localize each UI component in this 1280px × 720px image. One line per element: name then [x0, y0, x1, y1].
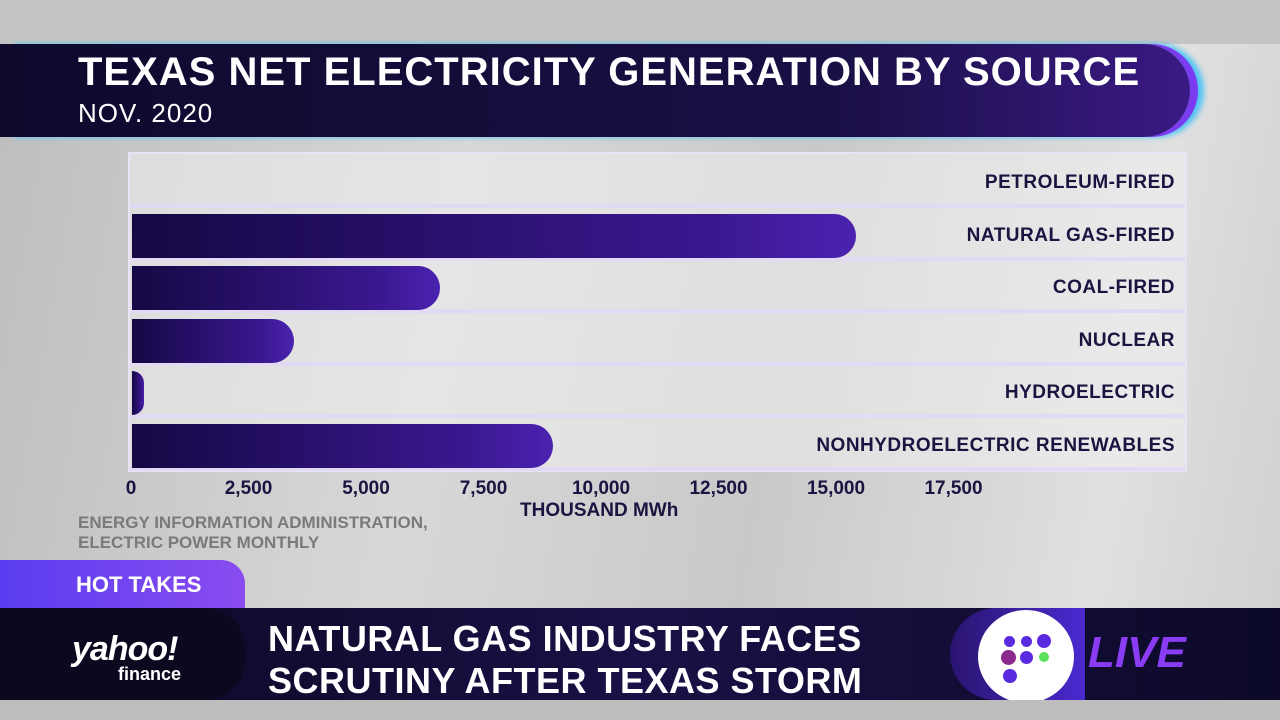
plot-area: PETROLEUM-FIRED NATURAL GAS-FIRED COAL-FIR…	[128, 152, 1187, 472]
x-tick-label: 0	[125, 478, 137, 499]
brand-logo-text: yahoo!	[72, 630, 178, 668]
bar	[132, 266, 440, 311]
headline-line-2: SCRUTINY AFTER TEXAS STORM	[268, 660, 863, 701]
yahoo-finance-logo	[0, 608, 245, 700]
chart-title: TEXAS NET ELECTRICITY GENERATION BY SOUR…	[78, 50, 1141, 94]
bar	[132, 371, 144, 416]
category-label: HYDROELECTRIC	[1004, 382, 1175, 404]
headline-line-1: NATURAL GAS INDUSTRY FACES	[268, 618, 862, 659]
x-tick-label: 15,000	[806, 478, 866, 499]
bottom-strip	[0, 700, 1280, 720]
top-strip	[0, 0, 1280, 44]
headline: NATURAL GAS INDUSTRY FACES SCRUTINY AFTE…	[268, 618, 862, 702]
x-tick-label: 10,000	[571, 478, 631, 499]
hot-takes-tag: HOT TAKES	[0, 560, 245, 608]
bar	[132, 424, 553, 468]
category-label: PETROLEUM-FIRED	[984, 172, 1175, 193]
x-axis-label: THOUSAND MWh	[520, 500, 679, 521]
category-label: NATURAL GAS-FIRED	[966, 224, 1175, 246]
bar-row: NATURAL GAS-FIRED	[130, 209, 1185, 261]
bar-row: NUCLEAR	[130, 314, 1185, 366]
x-tick-label: 17,500	[924, 478, 983, 499]
category-label: NONHYDROELECTRIC RENEWABLES	[816, 435, 1175, 456]
bar	[132, 213, 856, 258]
x-tick-label: 2,500	[224, 478, 273, 499]
title-banner	[0, 44, 1190, 137]
live-indicator: LIVE	[1088, 628, 1186, 677]
x-tick-label: 5,000	[342, 478, 390, 499]
source-line-1: ENERGY INFORMATION ADMINISTRATION,	[78, 513, 428, 532]
x-tick-label: 7,500	[459, 478, 508, 499]
dots-logo-icon	[978, 610, 1074, 703]
source-line-2: ELECTRIC POWER MONTHLY	[78, 533, 320, 552]
source-note: ENERGY INFORMATION ADMINISTRATION, ELECT…	[78, 513, 428, 553]
brand-sub-text: finance	[118, 664, 182, 684]
chart-subtitle: NOV. 2020	[78, 98, 214, 128]
x-tick-label: 12,500	[689, 478, 748, 499]
category-label: NUCLEAR	[1078, 329, 1175, 351]
bar-row: PETROLEUM-FIRED	[130, 156, 1185, 208]
category-label: COAL-FIRED	[1052, 277, 1175, 299]
bar	[132, 318, 295, 363]
bar-row: NONHYDROELECTRIC RENEWABLES	[130, 419, 1185, 471]
bar-row: HYDROELECTRIC	[130, 366, 1185, 419]
bar-row: COAL-FIRED	[130, 261, 1185, 314]
